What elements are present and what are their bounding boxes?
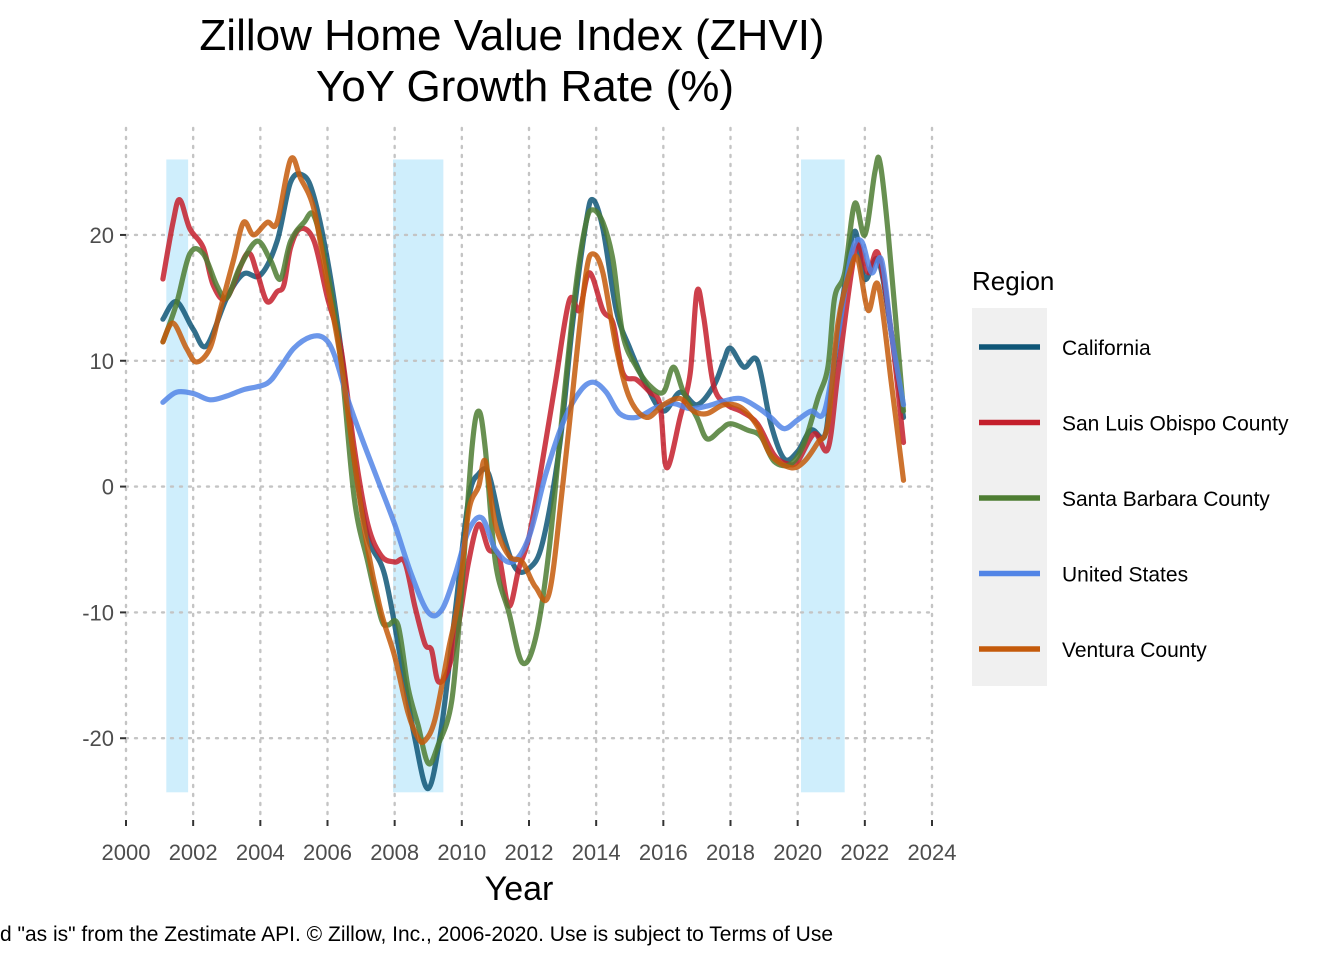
y-tick-label: 20 <box>90 223 114 248</box>
series-line-ventura-county <box>160 155 907 746</box>
y-axis: -20 -10 0 10 20 <box>82 223 126 751</box>
legend: Region California San Luis Obispo County S… <box>972 266 1289 686</box>
legend-label-california: California <box>1062 337 1151 360</box>
chart-title-line-2: YoY Growth Rate (%) <box>316 62 734 111</box>
legend-title: Region <box>972 266 1054 296</box>
x-tick-label: 2020 <box>773 840 822 865</box>
x-axis-label: Year <box>485 870 554 908</box>
x-tick-label: 2006 <box>303 840 352 865</box>
x-tick-label: 2008 <box>370 840 419 865</box>
series-line-united-states <box>160 237 907 619</box>
series-lines <box>160 154 907 792</box>
legend-label-san-luis-obispo-county: San Luis Obispo County <box>1062 413 1289 436</box>
legend-label-ventura-county: Ventura County <box>1062 639 1207 662</box>
x-tick-label: 2010 <box>437 840 486 865</box>
x-tick-label: 2002 <box>169 840 218 865</box>
x-tick-label: 2018 <box>706 840 755 865</box>
x-tick-label: 2022 <box>840 840 889 865</box>
x-tick-label: 2014 <box>572 840 621 865</box>
x-tick-label: 2016 <box>639 840 688 865</box>
x-tick-label: 2004 <box>236 840 285 865</box>
recession-band-2 <box>392 159 444 793</box>
chart-title: Zillow Home Value Index (ZHVI) YoY Growt… <box>199 11 824 111</box>
recession-band-3 <box>801 159 845 793</box>
x-tick-label: 2024 <box>908 840 957 865</box>
legend-label-united-states: United States <box>1062 564 1188 587</box>
series-line-california <box>160 171 907 792</box>
y-tick-label: -20 <box>82 726 114 751</box>
legend-label-santa-barbara-county: Santa Barbara County <box>1062 488 1270 511</box>
gridlines <box>124 126 934 822</box>
chart-title-line-1: Zillow Home Value Index (ZHVI) <box>199 11 824 60</box>
x-axis: 2000 2002 2004 2006 2008 2010 2012 2014 2016 2018… <box>102 820 957 865</box>
x-tick-label: 2012 <box>505 840 554 865</box>
source-caption: d "as is" from the Zestimate API. © Zill… <box>0 923 833 946</box>
y-tick-label: -10 <box>82 600 114 625</box>
y-tick-label: 10 <box>90 349 114 374</box>
x-tick-label: 2000 <box>102 840 151 865</box>
series-line-santa-barbara-county <box>160 154 907 767</box>
y-tick-label: 0 <box>102 475 114 500</box>
